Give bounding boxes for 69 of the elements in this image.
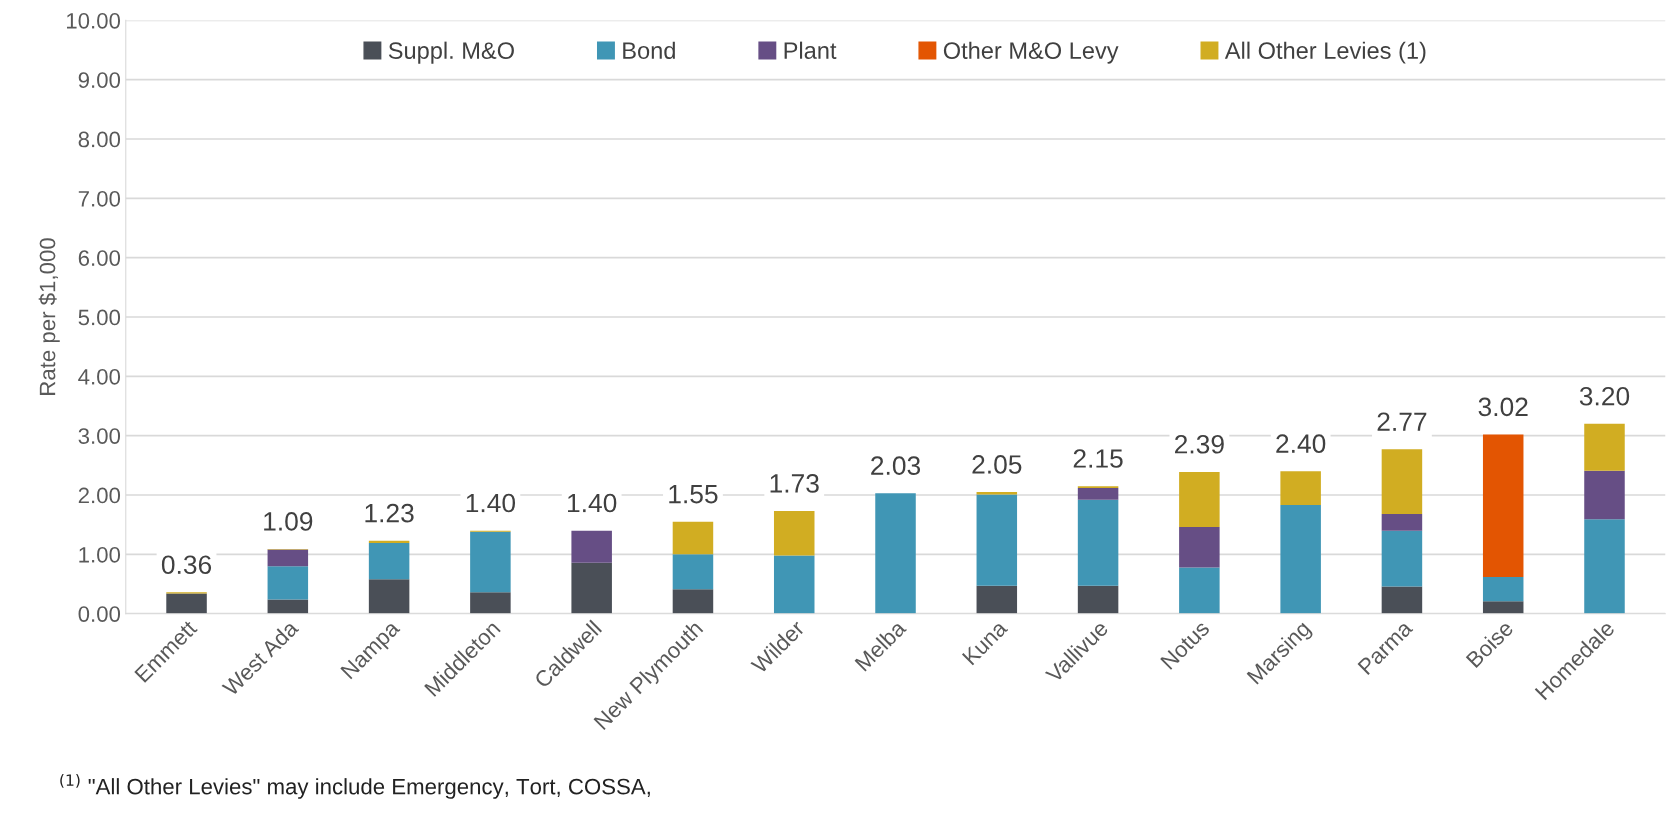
y-tick-label: 4.00	[78, 368, 121, 385]
bar	[1179, 567, 1220, 614]
total-label: 2.05	[972, 455, 1022, 474]
bar	[1482, 601, 1524, 614]
bar	[166, 593, 207, 614]
bar	[1482, 576, 1524, 602]
legend-label: Plant	[784, 41, 837, 59]
bar	[1482, 434, 1524, 577]
bar	[470, 592, 511, 614]
bar	[267, 549, 309, 567]
total-label: 1.23	[365, 503, 414, 523]
bar	[875, 493, 916, 614]
bar	[1584, 423, 1625, 471]
total-label: 2.39	[1175, 434, 1224, 454]
total-label: 1.73	[770, 474, 819, 493]
bar	[368, 579, 410, 614]
legend-label: Bond	[623, 41, 675, 59]
bar	[1280, 505, 1321, 614]
total-label: 2.15	[1073, 449, 1123, 468]
bar	[672, 589, 714, 614]
bar	[976, 494, 1018, 586]
bar	[672, 521, 714, 555]
bar	[267, 566, 309, 600]
total-label: 1.40	[466, 493, 516, 513]
y-axis-title: Rate per $1,000	[38, 238, 60, 395]
bar	[571, 562, 612, 614]
bar	[1179, 471, 1220, 528]
bar	[1381, 586, 1423, 614]
total-label: 3.02	[1478, 397, 1528, 417]
bar	[267, 599, 309, 614]
total-label: 2.77	[1377, 412, 1427, 431]
y-tick-label: 2.00	[78, 487, 121, 504]
bar	[1077, 487, 1119, 500]
y-tick-label: 8.00	[78, 131, 121, 148]
bar	[1077, 499, 1119, 586]
y-tick-label: 3.00	[78, 428, 121, 444]
y-tick-label: 6.00	[78, 250, 121, 266]
bar	[368, 543, 410, 580]
bar	[672, 554, 714, 590]
total-label: 1.55	[669, 485, 718, 504]
total-label: 1.40	[568, 493, 617, 513]
bar	[571, 530, 612, 563]
bar	[1077, 585, 1119, 614]
bar	[1381, 449, 1423, 515]
bar	[1584, 470, 1625, 520]
bar	[1381, 514, 1423, 531]
total-label: 2.40	[1276, 434, 1326, 454]
total-label: 0.36	[161, 555, 212, 575]
legend-label: Suppl. M&O	[388, 41, 514, 64]
bar	[470, 531, 511, 593]
bar	[773, 511, 815, 556]
total-label: 1.09	[264, 512, 313, 531]
bar	[1381, 530, 1423, 587]
bar	[1280, 471, 1321, 506]
y-tick-label: 1.00	[79, 546, 121, 563]
bar	[976, 585, 1018, 614]
y-tick-label: 9.00	[78, 72, 121, 88]
legend-label: All Other Levies (1)	[1224, 41, 1426, 64]
total-label: 3.20	[1579, 386, 1630, 406]
y-tick-label: 0.00	[78, 606, 121, 622]
y-tick-label: 7.00	[78, 190, 121, 207]
bar	[1584, 519, 1625, 614]
y-tick-label: 5.00	[78, 309, 121, 326]
y-tick-label: 10.00	[67, 12, 121, 29]
legend-label: Other M&O Levy	[943, 41, 1119, 64]
bar	[1179, 527, 1220, 568]
total-label: 2.03	[871, 456, 921, 475]
bar	[773, 555, 815, 614]
text: $^{(1)}$ "All Other Levies" may include Emergency, Tort, COSSA,	[60, 773, 650, 799]
